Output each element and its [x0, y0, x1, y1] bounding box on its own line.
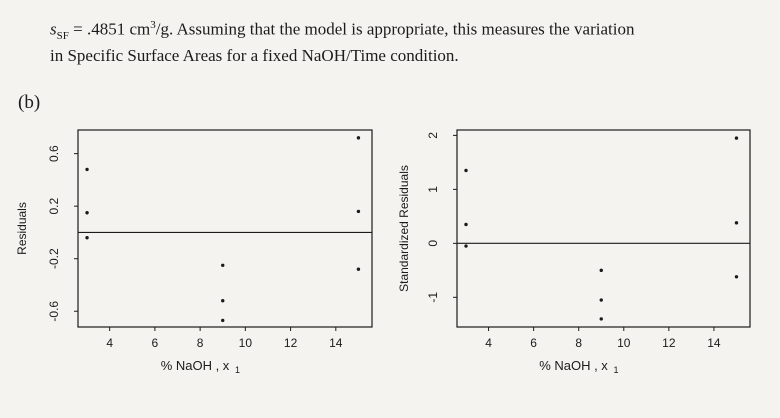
s-symbol: s — [50, 19, 57, 39]
paragraph-line-2: in Specific Surface Areas for a fixed Na… — [50, 46, 459, 66]
description-paragraph: sSF = .4851 cm3/g. Assuming that the mod… — [50, 16, 750, 65]
chart2-y-tick-label: -1 — [426, 292, 440, 303]
chart1-data-point — [221, 318, 225, 323]
chart1-plot-frame — [77, 129, 373, 328]
equation-rest: = .4851 cm — [68, 19, 151, 39]
s-subscript: SF — [56, 30, 69, 43]
chart2-x-axis-label: % NaOH , x — [539, 358, 608, 373]
chart1-data-point — [356, 267, 361, 271]
chart1-x-tick-label: 8 — [197, 336, 204, 350]
chart1-data-point — [221, 263, 225, 267]
chart1-x-axis-label: % NaOH , x — [161, 358, 230, 373]
chart1-y-tick-label: -0.2 — [47, 248, 61, 269]
chart2-y-tick-label: 0 — [426, 240, 440, 247]
chart1-y-tick-label: -0.6 — [47, 301, 61, 322]
chart2-x-tick-label: 10 — [617, 336, 631, 350]
chart2-x-tick-label: 12 — [662, 336, 676, 350]
chart2-x-tick-label: 6 — [530, 336, 537, 350]
chart2-y-tick-label: 1 — [426, 186, 440, 193]
chart2-y-axis-label: Standardized Residuals — [397, 165, 411, 292]
chart2-data-point — [464, 222, 468, 227]
chart2-data-point — [734, 136, 739, 140]
chart2-data-point — [464, 168, 468, 173]
chart2-x-tick-label: 14 — [707, 336, 721, 350]
chart2-data-point — [599, 268, 603, 273]
part-label: (b) — [18, 92, 41, 113]
chart2-plot-frame — [456, 129, 751, 328]
chart1-data-point — [221, 299, 225, 303]
chart2-data-point — [464, 244, 468, 248]
chart1-x-tick-label: 6 — [152, 336, 159, 350]
chart1-data-point — [85, 211, 89, 215]
chart1-data-point — [85, 235, 89, 240]
chart1-data-point — [85, 167, 89, 172]
chart2-data-point — [599, 317, 603, 321]
chart2-x-axis-label-subscript: 1 — [614, 365, 619, 375]
chart1-data-point — [356, 136, 361, 140]
chart2-y-tick-label: 2 — [426, 132, 440, 139]
unit-superscript: 3 — [150, 19, 156, 31]
chart1-x-tick-label: 12 — [284, 336, 298, 350]
chart2-x-tick-label: 8 — [575, 336, 582, 350]
line1-rest: /g. Assuming that the model is appropria… — [155, 19, 635, 39]
chart1-x-tick-label: 14 — [329, 336, 343, 350]
chart1-y-axis-label: Residuals — [15, 202, 29, 255]
chart1-x-axis-label-subscript: 1 — [235, 365, 240, 375]
chart2-data-point — [734, 275, 739, 279]
chart2-data-point — [734, 221, 739, 225]
chart2-x-tick-label: 4 — [485, 336, 492, 350]
chart1-y-tick-label: 0.2 — [47, 198, 61, 215]
chart1-x-tick-label: 4 — [106, 336, 113, 350]
paragraph-line-1: sSF = .4851 cm3/g. Assuming that the mod… — [50, 16, 750, 46]
chart2-data-point — [599, 298, 603, 302]
chart1-data-point — [356, 209, 361, 214]
chart1-x-tick-label: 10 — [239, 336, 253, 350]
chart1-y-tick-label: 0.6 — [47, 145, 61, 162]
